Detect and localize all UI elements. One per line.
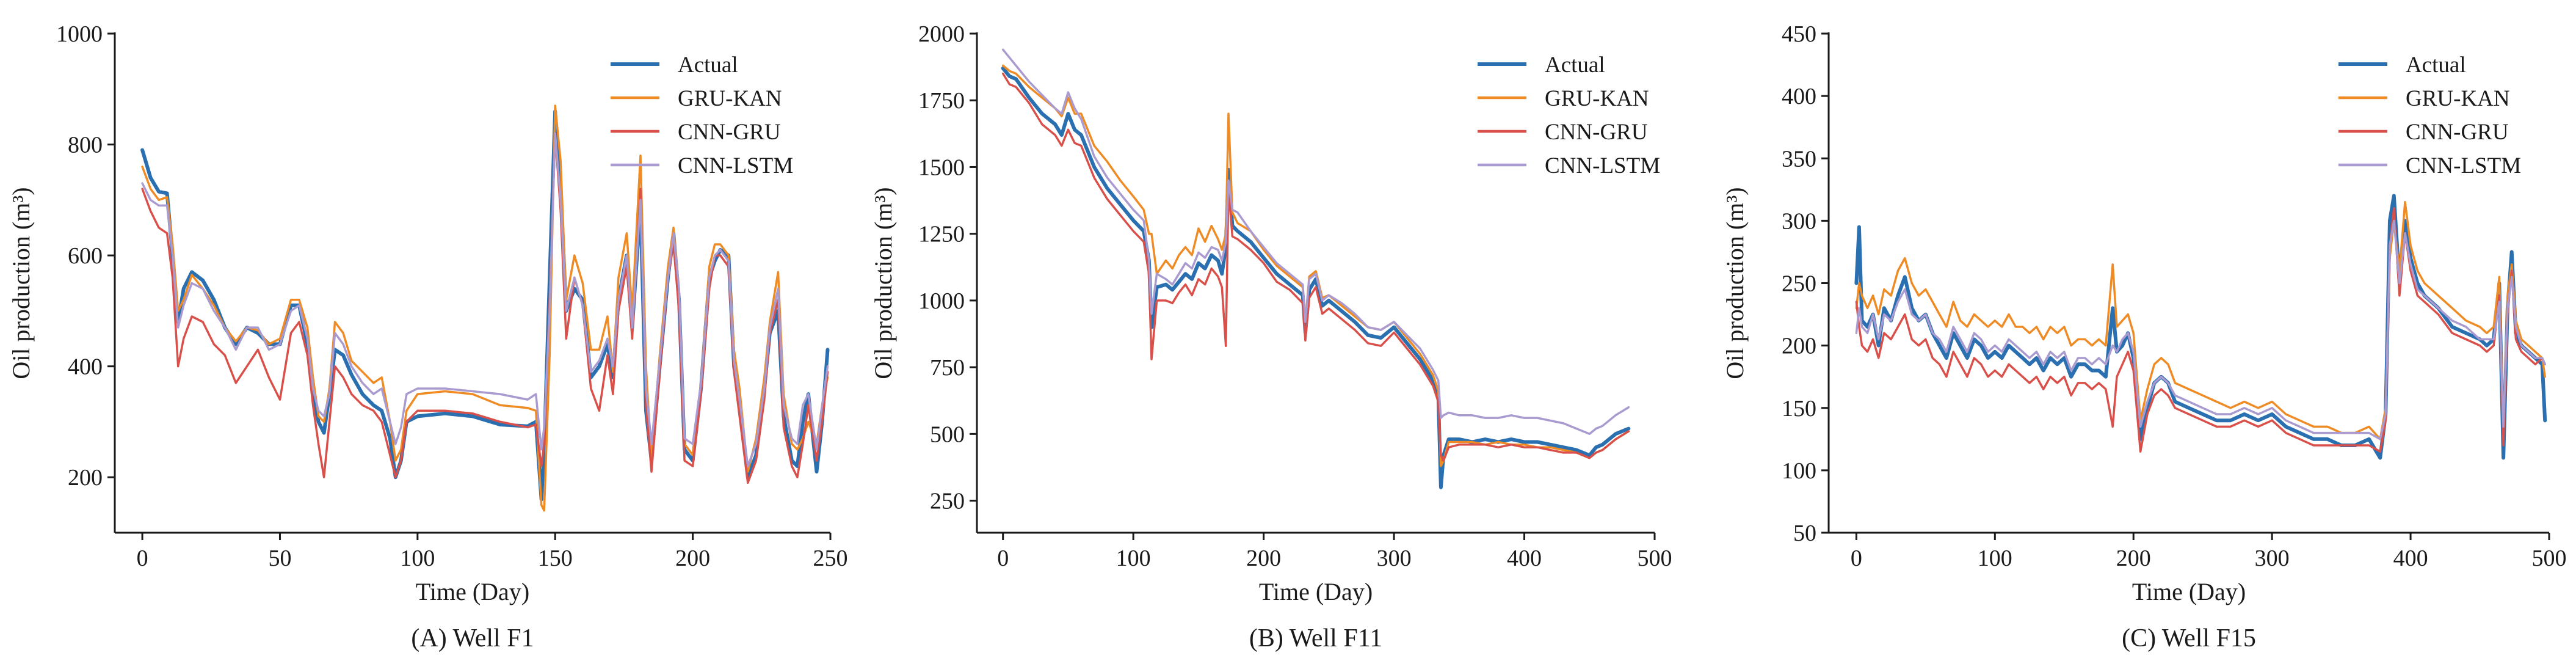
panel-caption: (A) Well F1 [411,624,534,652]
x-tick-label: 100 [400,546,435,571]
legend-label: Actual [2406,53,2466,78]
y-tick-label: 400 [68,354,103,380]
y-tick-label: 2000 [918,21,965,47]
legend-label: GRU-KAN [2406,86,2510,111]
x-tick-label: 500 [2532,546,2567,571]
x-tick-label: 300 [1377,546,1412,571]
y-tick-label: 1250 [918,222,965,247]
x-tick-label: 200 [675,546,710,571]
x-tick-label: 200 [2116,546,2151,571]
x-tick-label: 0 [137,546,148,571]
y-tick-label: 200 [1782,334,1816,359]
series-line-actual [1001,66,1631,489]
y-tick-label: 500 [930,422,965,447]
legend-label: GRU-KAN [678,86,782,111]
legend-label: CNN-LSTM [678,153,793,178]
series-line-cnn-gru [141,132,829,484]
y-tick-label: 400 [1782,84,1816,109]
x-tick-label: 100 [1978,546,2012,571]
legend-label: Actual [1545,53,1605,78]
y-tick-label: 200 [68,465,103,491]
series-line-gru-kan [1001,64,1630,467]
x-tick-label: 400 [1507,546,1542,571]
chart-panel: 0 100 200 300 400 500 250 500 750 1000 1250 1500 175… [869,21,1672,652]
x-tick-label: 0 [997,546,1009,571]
y-tick-label: 100 [1782,458,1816,484]
x-tick-label: 200 [1246,546,1281,571]
y-axis-label: Oil production (m³) [869,187,897,379]
x-tick-label: 500 [1638,546,1672,571]
y-tick-label: 150 [1782,396,1816,422]
chart-panel: 0 100 200 300 400 500 50 100 150 200 250 300 350 400 4… [1721,21,2567,652]
series-line-cnn-lstm [141,132,829,467]
legend-label: CNN-LSTM [2406,153,2521,178]
y-axis-label: Oil production (m³) [1721,187,1749,379]
y-tick-label: 450 [1782,21,1816,47]
legend-label: Actual [678,53,738,78]
legend-label: CNN-GRU [2406,120,2509,145]
y-tick-label: 750 [930,355,965,381]
y-tick-label: 300 [1782,208,1816,234]
x-axis-label: Time (Day) [416,578,529,605]
y-tick-label: 600 [68,243,103,269]
y-axis-label: Oil production (m³) [7,187,35,379]
y-tick-label: 250 [930,489,965,514]
x-axis-label: Time (Day) [2132,578,2246,605]
y-tick-label: 250 [1782,271,1816,297]
panel-caption: (B) Well F11 [1249,624,1382,652]
x-tick-label: 0 [1851,546,1862,571]
panel-caption: (C) Well F15 [2122,624,2256,652]
legend-label: CNN-GRU [678,120,781,145]
y-tick-label: 350 [1782,146,1816,172]
series-line-cnn-gru [1855,207,2546,453]
series-line-cnn-lstm [1001,48,1630,436]
chart-panel: 0 50 100 150 200 250 200 400 600 800 1000 Time (Day… [7,21,848,652]
y-tick-label: 1000 [56,21,103,47]
x-tick-label: 400 [2393,546,2428,571]
y-tick-label: 800 [68,133,103,158]
y-tick-label: 1500 [918,155,965,180]
series-line-gru-kan [141,104,829,512]
series-line-cnn-lstm [1855,219,2546,440]
x-tick-label: 100 [1116,546,1151,571]
x-tick-label: 300 [2255,546,2290,571]
y-tick-label: 1000 [918,288,965,314]
y-tick-label: 1750 [918,88,965,114]
legend-label: CNN-GRU [1545,120,1648,145]
series-line-cnn-gru [1001,72,1630,462]
x-tick-label: 250 [813,546,848,571]
x-tick-label: 150 [538,546,573,571]
y-tick-label: 50 [1793,520,1816,546]
legend-label: CNN-LSTM [1545,153,1660,178]
x-tick-label: 50 [268,546,291,571]
legend-label: GRU-KAN [1545,86,1649,111]
x-axis-label: Time (Day) [1259,578,1373,605]
